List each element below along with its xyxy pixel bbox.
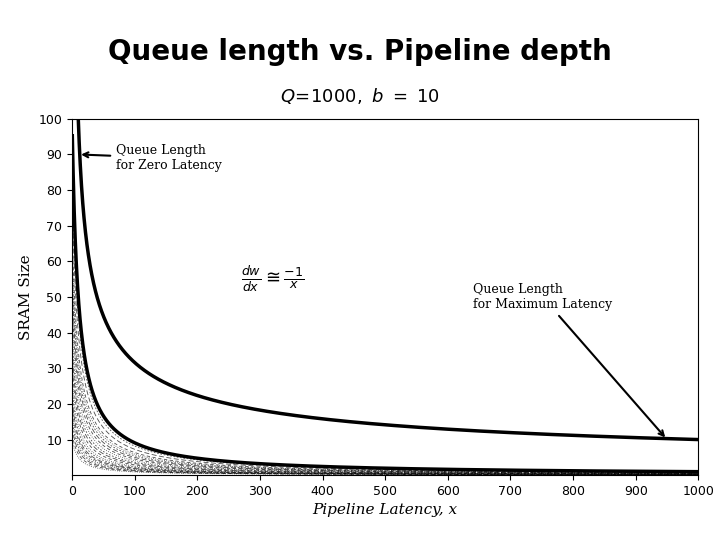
Text: $\frac{dw}{dx} \cong \frac{-1}{x}$: $\frac{dw}{dx} \cong \frac{-1}{x}$ (240, 265, 304, 294)
Text: Queue Length
for Zero Latency: Queue Length for Zero Latency (84, 144, 222, 172)
Text: $Q\!=\!1000,\ b\ =\ 10$: $Q\!=\!1000,\ b\ =\ 10$ (280, 86, 440, 106)
Text: Queue Length
for Maximum Latency: Queue Length for Maximum Latency (473, 283, 664, 436)
Y-axis label: SRAM Size: SRAM Size (19, 254, 33, 340)
Text: Queue length vs. Pipeline depth: Queue length vs. Pipeline depth (108, 38, 612, 66)
X-axis label: Pipeline Latency, x: Pipeline Latency, x (312, 503, 458, 517)
